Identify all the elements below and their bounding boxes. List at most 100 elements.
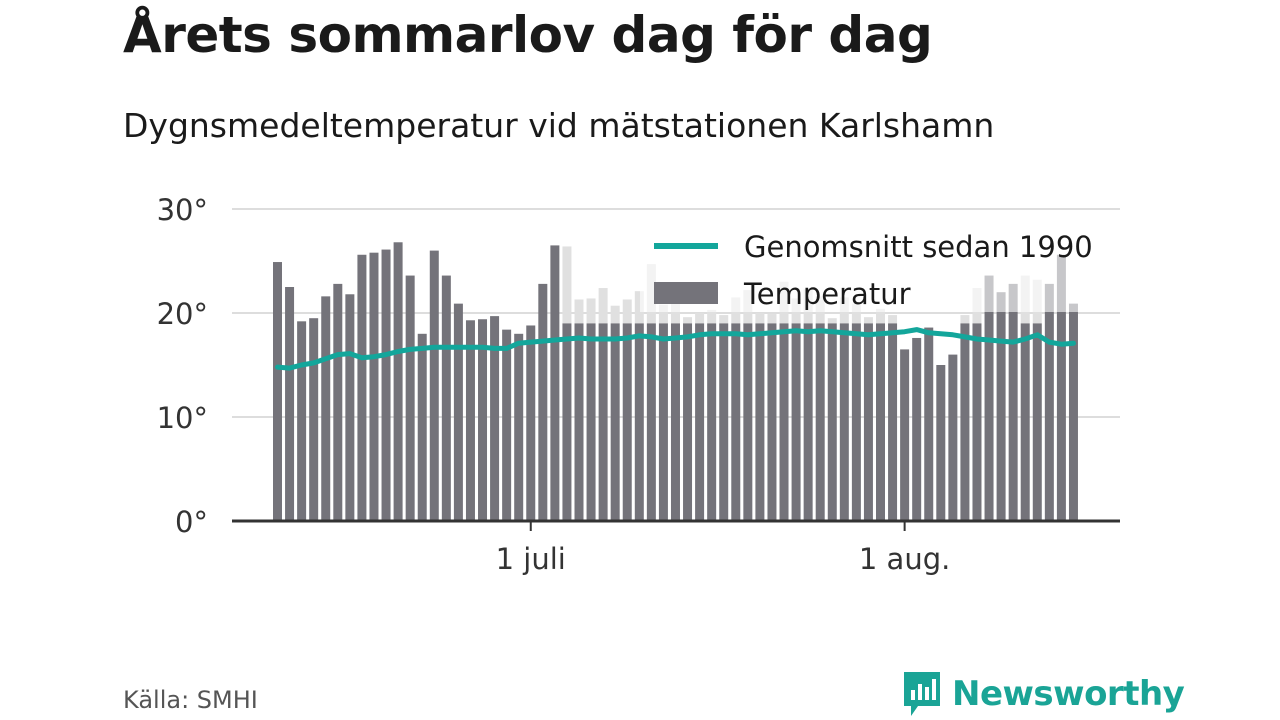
- y-tick-label: 10°: [157, 401, 208, 435]
- temperature-bar: [731, 323, 741, 521]
- temperature-bar: [695, 323, 705, 521]
- temperature-bar: [598, 323, 608, 521]
- temperature-bar-upper: [610, 305, 620, 324]
- newsworthy-logo-icon: [904, 672, 940, 716]
- temperature-bar: [1044, 283, 1054, 521]
- temperature-bar: [405, 275, 415, 521]
- temperature-bar: [707, 323, 717, 521]
- temperature-bar: [827, 323, 837, 521]
- temperature-bar: [634, 323, 644, 521]
- legend-line-label: Genomsnitt sedan 1990: [744, 230, 1093, 264]
- temperature-bar: [719, 323, 729, 521]
- temperature-bar: [996, 292, 1006, 521]
- temperature-bar: [791, 323, 801, 521]
- temperature-bar: [888, 323, 898, 521]
- temperature-bar: [755, 323, 765, 521]
- newsworthy-logo: Newsworthy: [902, 670, 1185, 718]
- temperature-bar: [333, 283, 343, 521]
- temperature-bar: [550, 245, 560, 521]
- temperature-bar: [646, 323, 656, 521]
- temperature-bar: [912, 337, 922, 521]
- temperature-bar-upper: [574, 299, 584, 324]
- source-note: Källa: SMHI: [123, 686, 258, 714]
- y-tick-label: 30°: [157, 193, 208, 227]
- temperature-bar: [1056, 254, 1066, 521]
- temperature-bar: [514, 333, 524, 521]
- temperature-bar-upper: [888, 315, 898, 324]
- temperature-bar: [417, 333, 427, 521]
- temperature-bar: [936, 365, 946, 521]
- temperature-bar: [393, 242, 403, 521]
- temperature-bar: [441, 275, 451, 521]
- temperature-bar: [345, 294, 355, 521]
- temperature-bar: [1032, 323, 1042, 521]
- temperature-bar: [670, 323, 680, 521]
- temperature-bar: [779, 323, 789, 521]
- temperature-bar: [574, 323, 584, 521]
- average-line: [275, 327, 1076, 371]
- temperature-bar: [876, 323, 885, 521]
- temperature-bar: [490, 316, 500, 521]
- temperature-bar: [743, 323, 753, 521]
- temperature-bars: [273, 242, 1078, 521]
- temperature-bar: [321, 296, 331, 521]
- temperature-bar: [839, 323, 849, 521]
- temperature-bar: [285, 287, 295, 521]
- temperature-bar: [767, 323, 777, 521]
- temperature-bar: [297, 321, 307, 521]
- temperature-bar: [369, 252, 379, 521]
- legend: Genomsnitt sedan 1990 Temperatur: [640, 228, 1095, 312]
- legend-bar-swatch: [654, 282, 718, 304]
- temperature-bar: [1068, 303, 1078, 521]
- temperature-bar-upper: [960, 315, 970, 324]
- x-axis: [232, 519, 1120, 531]
- temperature-bar-upper: [683, 317, 693, 324]
- temperature-bar: [538, 283, 548, 521]
- temperature-bar-upper: [634, 291, 644, 324]
- temperature-bar: [381, 249, 391, 521]
- temperature-bar-upper: [876, 308, 885, 324]
- temperature-bar: [478, 319, 488, 521]
- temperature-bar-upper: [598, 288, 608, 324]
- temperature-bar: [309, 318, 319, 521]
- temperature-bar-upper: [827, 318, 837, 324]
- temperature-bar: [863, 323, 873, 521]
- temperature-bar: [502, 329, 512, 521]
- temperature-bar: [622, 323, 632, 521]
- temperature-bar-upper: [851, 303, 861, 324]
- temperature-bar: [562, 323, 572, 521]
- temperature-bar: [960, 323, 970, 521]
- temperature-bar-upper: [863, 317, 873, 324]
- temperature-bar: [815, 323, 825, 521]
- temperature-bar: [465, 320, 475, 521]
- temperature-bar: [586, 323, 596, 521]
- temperature-bar: [1008, 283, 1018, 521]
- temperature-bar-upper: [767, 314, 777, 324]
- temperature-bar: [658, 323, 668, 521]
- temperature-bar: [526, 325, 536, 521]
- chart-subtitle: Dygnsmedeltemperatur vid mätstationen Ka…: [123, 106, 995, 145]
- y-tick-label: 0°: [175, 505, 208, 539]
- temperature-bar: [357, 254, 367, 521]
- temperature-bar-upper: [622, 299, 632, 324]
- temperature-bar: [429, 250, 439, 521]
- chart-title: Årets sommarlov dag för dag: [123, 6, 933, 64]
- temperature-bar: [948, 354, 958, 521]
- temperature-bar-upper: [586, 298, 596, 324]
- temperature-bar-upper: [562, 246, 572, 324]
- brand-name: Newsworthy: [952, 674, 1185, 714]
- temperature-bar: [1020, 323, 1030, 521]
- temperature-bar: [610, 323, 620, 521]
- temperature-bar-upper: [755, 313, 765, 324]
- temperature-bar: [803, 323, 813, 521]
- temperature-bar: [273, 262, 282, 521]
- temperature-bar-upper: [719, 315, 729, 324]
- temperature-bar: [683, 323, 693, 521]
- x-tick-label: 1 aug.: [859, 542, 950, 576]
- temperature-bar: [900, 349, 910, 521]
- temperature-bar: [851, 323, 861, 521]
- temperature-bar-upper: [670, 302, 680, 324]
- temperature-bar-upper: [658, 304, 668, 324]
- temperature-bar: [984, 275, 994, 521]
